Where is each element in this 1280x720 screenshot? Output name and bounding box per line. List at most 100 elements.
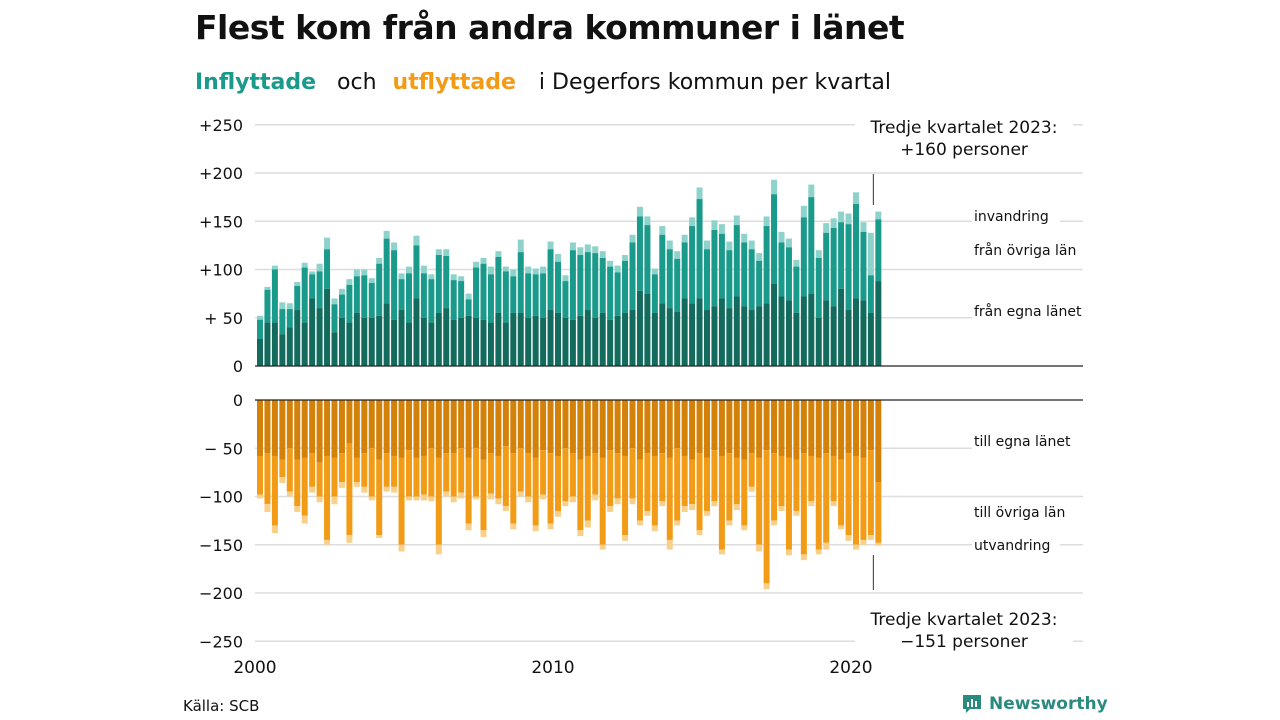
- chart-title: Flest kom från andra kommuner i länet: [195, 8, 905, 47]
- bar-in-other-county: [793, 266, 800, 313]
- bar-out-own-county: [644, 400, 651, 454]
- bar-in-immigration: [428, 274, 435, 280]
- bar-out-own-county: [495, 400, 502, 456]
- bar-out-own-county: [517, 400, 524, 449]
- bar-out-other-county: [674, 448, 681, 521]
- bar-out-own-county: [368, 400, 375, 449]
- bar-out-own-county: [406, 400, 412, 451]
- bar-out-other-county: [555, 455, 561, 511]
- bar-in-immigration: [607, 260, 614, 267]
- bar-in-own-county: [331, 332, 338, 366]
- bar-out-emigration: [495, 498, 502, 505]
- bar-in-other-county: [771, 194, 778, 284]
- x-tick-label: 2010: [531, 658, 574, 678]
- y-tick-label: −250: [199, 632, 243, 651]
- bar-out-emigration: [443, 491, 450, 497]
- x-tick-label: 2020: [829, 658, 872, 678]
- bar-out-own-county: [741, 400, 748, 460]
- bar-out-other-county: [316, 462, 323, 497]
- bar-in-immigration: [659, 226, 666, 235]
- bar-out-emigration: [338, 482, 345, 488]
- bar-in-other-county: [763, 226, 770, 304]
- bar-out-own-county: [510, 400, 517, 454]
- bar-in-immigration: [368, 278, 375, 284]
- bar-in-own-county: [391, 319, 398, 366]
- bar-out-emigration: [383, 486, 390, 492]
- bar-in-own-county: [502, 322, 509, 366]
- bar-out-emigration: [510, 523, 517, 530]
- bar-out-other-county: [368, 448, 375, 497]
- bar-out-own-county: [726, 400, 733, 454]
- bar-out-own-county: [785, 400, 792, 458]
- bar-out-other-county: [517, 448, 524, 492]
- bar-out-other-county: [629, 448, 636, 499]
- bar-in-immigration: [748, 240, 755, 250]
- bar-in-own-county: [465, 315, 472, 366]
- bar-in-other-county: [547, 249, 554, 311]
- bar-out-own-county: [279, 400, 286, 460]
- bar-in-other-county: [733, 225, 740, 297]
- bar-in-own-county: [257, 338, 263, 366]
- bar-out-other-county: [294, 459, 301, 507]
- bar-in-immigration: [547, 241, 554, 250]
- bar-in-immigration: [674, 251, 681, 259]
- bar-out-emigration: [853, 544, 859, 550]
- brand-name: Newsworthy: [989, 694, 1108, 714]
- bar-in-immigration: [294, 282, 301, 286]
- bar-in-other-county: [726, 250, 733, 309]
- bar-out-other-county: [748, 453, 755, 487]
- bar-in-immigration: [286, 303, 293, 310]
- bar-in-other-county: [689, 226, 696, 304]
- bar-out-emigration: [823, 542, 830, 550]
- bar-in-immigration: [711, 220, 718, 230]
- bar-in-other-county: [435, 255, 442, 313]
- bar-out-own-county: [823, 400, 830, 454]
- bar-in-own-county: [629, 310, 636, 366]
- bar-out-own-county: [294, 400, 301, 460]
- bar-out-other-county: [301, 457, 308, 516]
- bar-out-emigration: [271, 525, 278, 534]
- bar-out-own-county: [651, 400, 658, 456]
- bar-out-own-county: [853, 400, 859, 456]
- annotation-top-line1: Tredje kvartalet 2023:: [870, 118, 1058, 138]
- bar-out-emigration: [257, 494, 263, 499]
- bar-in-other-county: [666, 249, 673, 309]
- bar-out-other-county: [487, 453, 494, 494]
- bar-in-other-county: [264, 289, 271, 323]
- bar-out-own-county: [413, 400, 420, 458]
- bar-out-own-county: [264, 400, 271, 454]
- bar-in-other-county: [279, 309, 286, 335]
- label-till-egna-lanet: till egna länet: [974, 434, 1071, 450]
- bar-in-other-county: [592, 253, 599, 318]
- bar-in-immigration: [718, 224, 725, 234]
- bar-out-emigration: [450, 496, 457, 503]
- bar-in-other-county: [368, 283, 375, 318]
- bar-out-own-county: [666, 400, 673, 458]
- bar-in-immigration: [420, 265, 427, 274]
- bar-in-own-county: [711, 306, 718, 366]
- bar-out-emigration: [681, 506, 688, 512]
- bar-in-own-county: [778, 296, 785, 366]
- bar-out-own-county: [711, 400, 718, 451]
- bar-out-own-county: [629, 400, 636, 449]
- bar-out-own-county: [562, 400, 569, 449]
- bar-out-other-county: [353, 457, 360, 483]
- bar-out-own-county: [473, 400, 480, 449]
- bar-out-other-county: [808, 455, 815, 502]
- bar-out-own-county: [793, 400, 800, 460]
- bar-out-own-county: [286, 400, 293, 449]
- bar-out-other-county: [771, 453, 778, 521]
- bar-in-own-county: [838, 288, 845, 366]
- bar-in-other-county: [406, 273, 412, 323]
- bar-out-own-county: [860, 400, 867, 458]
- bar-in-own-county: [569, 319, 576, 366]
- bar-in-immigration: [592, 246, 599, 254]
- bar-in-immigration: [651, 268, 658, 275]
- bar-out-own-county: [502, 400, 509, 447]
- bar-in-immigration: [569, 242, 576, 251]
- bar-in-immigration: [577, 247, 584, 256]
- bar-in-own-county: [271, 322, 278, 366]
- bar-in-other-county: [257, 319, 263, 339]
- label-till-egna-lanet-bg: [972, 434, 1101, 451]
- bar-in-own-county: [845, 310, 852, 366]
